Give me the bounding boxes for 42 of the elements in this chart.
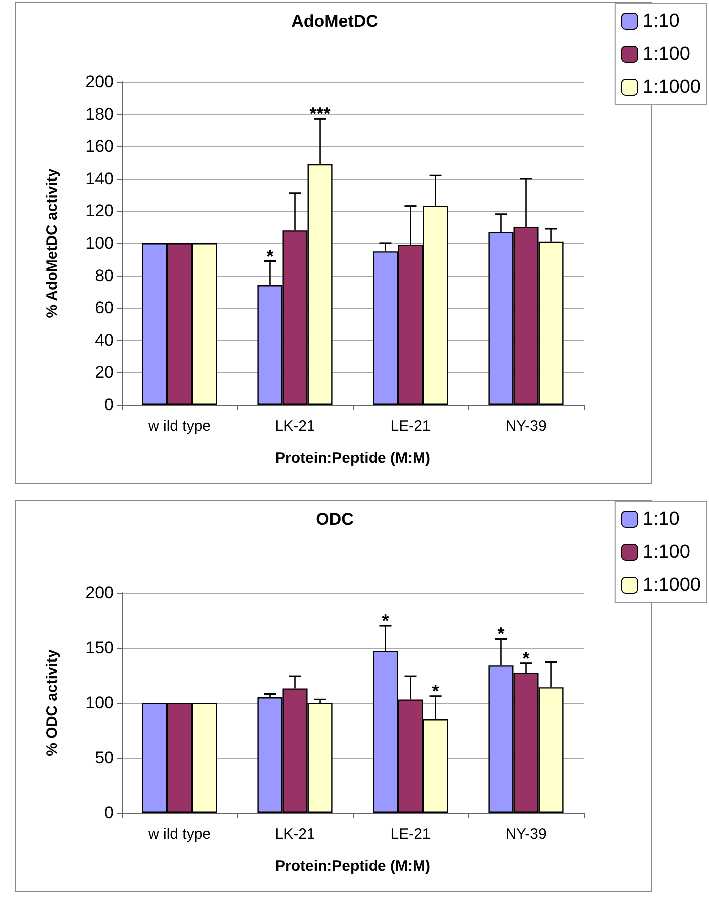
data-label: *	[266, 246, 274, 266]
y-tick-label: 120	[86, 202, 114, 221]
y-tick-label: 0	[104, 396, 114, 414]
y-tick-label: 200	[86, 72, 114, 92]
y-tick-label: 0	[104, 804, 114, 822]
y-tick-label: 180	[86, 104, 114, 124]
legend-label: 1:10	[642, 509, 680, 530]
data-label: *	[498, 624, 505, 644]
data-label: *	[432, 681, 440, 702]
legend-label: 1:100	[642, 44, 690, 65]
chart-title: ODC	[316, 510, 354, 529]
x-tick-label: w ild type	[147, 826, 212, 843]
y-axis-title: % ODC activity	[44, 648, 61, 756]
x-tick-label: LK-21	[275, 418, 316, 435]
y-tick-label: 200	[86, 584, 114, 602]
legend-label: 1:10	[642, 11, 680, 32]
y-axis-title: % AdoMetDC activity	[44, 168, 61, 318]
y-tick-label: 60	[95, 298, 114, 318]
y-tick-label: 140	[86, 169, 114, 188]
y-tick-label: 150	[86, 638, 114, 658]
x-tick-label: w ild type	[147, 418, 212, 435]
x-axis-title: Protein:Peptide (M:M)	[276, 450, 430, 467]
x-tick-label: NY-39	[506, 826, 547, 843]
y-tick-label: 160	[86, 137, 114, 156]
legend-label: 1:1000	[642, 575, 702, 596]
x-tick-label: LE-21	[390, 418, 431, 435]
chart-title: AdoMetDC	[292, 12, 378, 31]
y-tick-label: 100	[86, 694, 114, 712]
y-tick-label: 40	[95, 330, 114, 350]
y-tick-label: 20	[95, 363, 114, 382]
x-tick-label: NY-39	[506, 418, 547, 435]
data-label: *	[382, 611, 390, 631]
y-tick-label: 50	[95, 748, 114, 768]
data-label: *	[522, 648, 530, 668]
y-tick-label: 100	[86, 234, 114, 253]
x-tick-label: LE-21	[390, 826, 431, 843]
legend-label: 1:100	[642, 542, 690, 563]
x-axis-title: Protein:Peptide (M:M)	[276, 858, 430, 875]
data-label: ***	[310, 104, 331, 124]
x-tick-label: LK-21	[275, 826, 316, 843]
y-tick-label: 80	[95, 266, 114, 286]
legend-label: 1:1000	[642, 77, 702, 98]
